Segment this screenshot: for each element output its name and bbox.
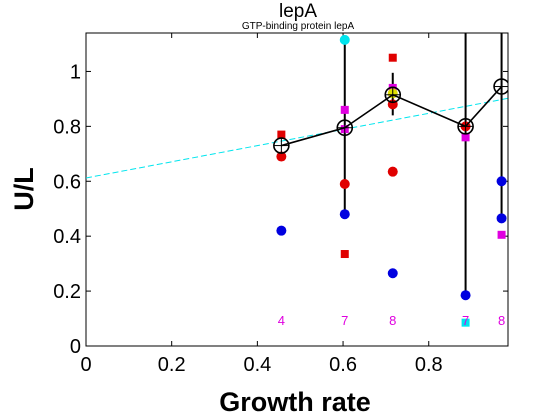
x-tick-label: 0 [80, 354, 91, 376]
x-tick-label: 0.6 [329, 354, 357, 376]
data-point-circle [496, 176, 507, 187]
axes-frame [85, 32, 509, 347]
data-point-circle [276, 151, 287, 162]
data-point-circle [276, 225, 287, 236]
y-axis-label: U/L [9, 167, 39, 211]
y-tick-label: 0.4 [53, 226, 81, 248]
count-label: 8 [389, 313, 396, 328]
y-tick-label: 0.8 [53, 116, 81, 138]
chart-subtitle: GTP-binding protein lepA [242, 21, 355, 32]
data-point-circle [460, 290, 471, 301]
fit-line [86, 97, 508, 179]
y-tick-label: 0.6 [53, 171, 81, 193]
data-point-square [388, 53, 397, 62]
data-point-square [277, 130, 286, 139]
data-point-square [340, 105, 349, 114]
data-point-square [461, 133, 470, 142]
plot-area: 0 0.2 0.4 0.6 0.8 0 0.2 0.4 0.6 0.8 1 4 7 8 7 8 [53, 32, 509, 376]
data-point-circle [339, 34, 350, 45]
count-label: 7 [341, 313, 348, 328]
data-point-circle [496, 213, 507, 224]
chart-title: lepA [279, 1, 317, 22]
data-point-circle [339, 179, 350, 190]
plot-marks [86, 33, 508, 327]
y-tick-label: 0.2 [53, 281, 81, 303]
y-tick-label: 1 [70, 61, 81, 83]
data-point-square [461, 318, 470, 327]
data-point-square [340, 250, 349, 259]
x-axis-label: Growth rate [219, 387, 371, 417]
x-tick-label: 0.2 [158, 354, 186, 376]
count-label: 7 [462, 313, 469, 328]
data-point-circle [387, 166, 398, 177]
y-tick-label: 0 [70, 336, 81, 358]
data-point-circle [339, 209, 350, 220]
count-label: 4 [278, 313, 285, 328]
data-point-circle [387, 268, 398, 279]
x-tick-label: 0.4 [243, 354, 271, 376]
count-label: 8 [498, 313, 505, 328]
x-tick-label: 0.8 [415, 354, 443, 376]
data-point-square [497, 230, 506, 239]
